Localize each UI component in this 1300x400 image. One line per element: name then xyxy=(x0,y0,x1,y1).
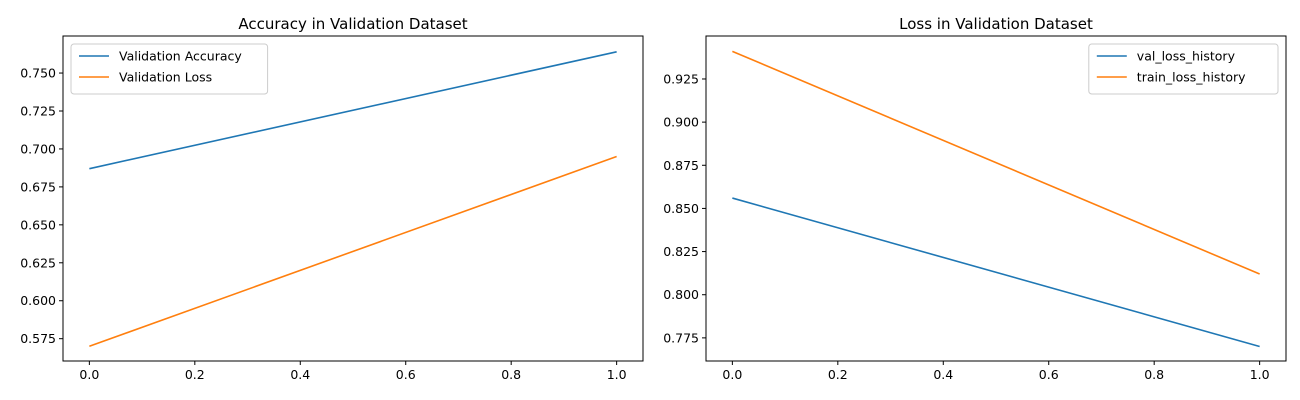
y-tick-label: 0.825 xyxy=(663,244,699,259)
x-tick-label: 0.6 xyxy=(1039,367,1059,382)
x-tick-label: 0.2 xyxy=(185,367,205,382)
y-axis: 0.575 0.600 0.625 0.650 0.675 0.700 0.725 0.750 xyxy=(20,66,63,346)
series-line-2 xyxy=(89,155,617,348)
series-line-1 xyxy=(89,51,617,170)
y-axis: 0.775 0.800 0.825 0.850 0.875 0.900 0.925 xyxy=(663,71,706,345)
legend: val_loss_history train_loss_history xyxy=(1088,43,1279,95)
y-tick-label: 0.575 xyxy=(20,331,56,346)
chart-title: Loss in Validation Dataset xyxy=(899,15,1093,33)
y-tick-label: 0.600 xyxy=(20,293,56,308)
legend-label: Validation Accuracy xyxy=(119,49,242,64)
x-axis: 0.0 0.2 0.4 0.6 0.8 1.0 xyxy=(79,361,627,382)
legend-box xyxy=(70,43,269,95)
y-tick-label: 0.900 xyxy=(663,115,699,130)
legend-label: Validation Loss xyxy=(119,70,212,85)
y-tick-label: 0.675 xyxy=(20,179,56,194)
x-tick-label: 0.6 xyxy=(396,367,416,382)
y-tick-label: 0.925 xyxy=(663,71,699,86)
x-tick-label: 0.4 xyxy=(290,367,310,382)
y-tick-label: 0.725 xyxy=(20,103,56,118)
y-tick-label: 0.650 xyxy=(20,217,56,232)
legend: Validation Accuracy Validation Loss xyxy=(70,43,269,95)
plot-frame xyxy=(705,35,1287,362)
y-tick-label: 0.800 xyxy=(663,287,699,302)
x-tick-label: 0.4 xyxy=(933,367,953,382)
x-tick-label: 0.2 xyxy=(828,367,848,382)
y-tick-label: 0.775 xyxy=(663,330,699,345)
x-axis: 0.0 0.2 0.4 0.6 0.8 1.0 xyxy=(722,361,1270,382)
plot-lines xyxy=(89,51,617,348)
y-tick-label: 0.750 xyxy=(20,66,56,81)
x-tick-label: 0.8 xyxy=(1144,367,1164,382)
x-tick-label: 0.8 xyxy=(501,367,521,382)
legend-label: train_loss_history xyxy=(1137,70,1246,85)
y-tick-label: 0.625 xyxy=(20,255,56,270)
subplot-accuracy: Accuracy in Validation Dataset 0.0 0.2 0.4… xyxy=(20,15,644,382)
y-tick-label: 0.875 xyxy=(663,158,699,173)
x-tick-label: 1.0 xyxy=(1250,367,1270,382)
series-line-2 xyxy=(732,50,1260,275)
legend-label: val_loss_history xyxy=(1137,49,1236,64)
chart-title: Accuracy in Validation Dataset xyxy=(238,15,467,33)
y-tick-label: 0.700 xyxy=(20,141,56,156)
x-tick-label: 0.0 xyxy=(722,367,742,382)
plot-lines xyxy=(732,50,1260,348)
series-line-1 xyxy=(732,197,1260,348)
x-tick-label: 0.0 xyxy=(79,367,99,382)
y-tick-label: 0.850 xyxy=(663,201,699,216)
plot-frame xyxy=(62,35,644,362)
subplot-loss: Loss in Validation Dataset 0.0 0.2 0.4 0.6 0… xyxy=(663,15,1287,382)
legend-box xyxy=(1088,43,1279,95)
x-tick-label: 1.0 xyxy=(607,367,627,382)
